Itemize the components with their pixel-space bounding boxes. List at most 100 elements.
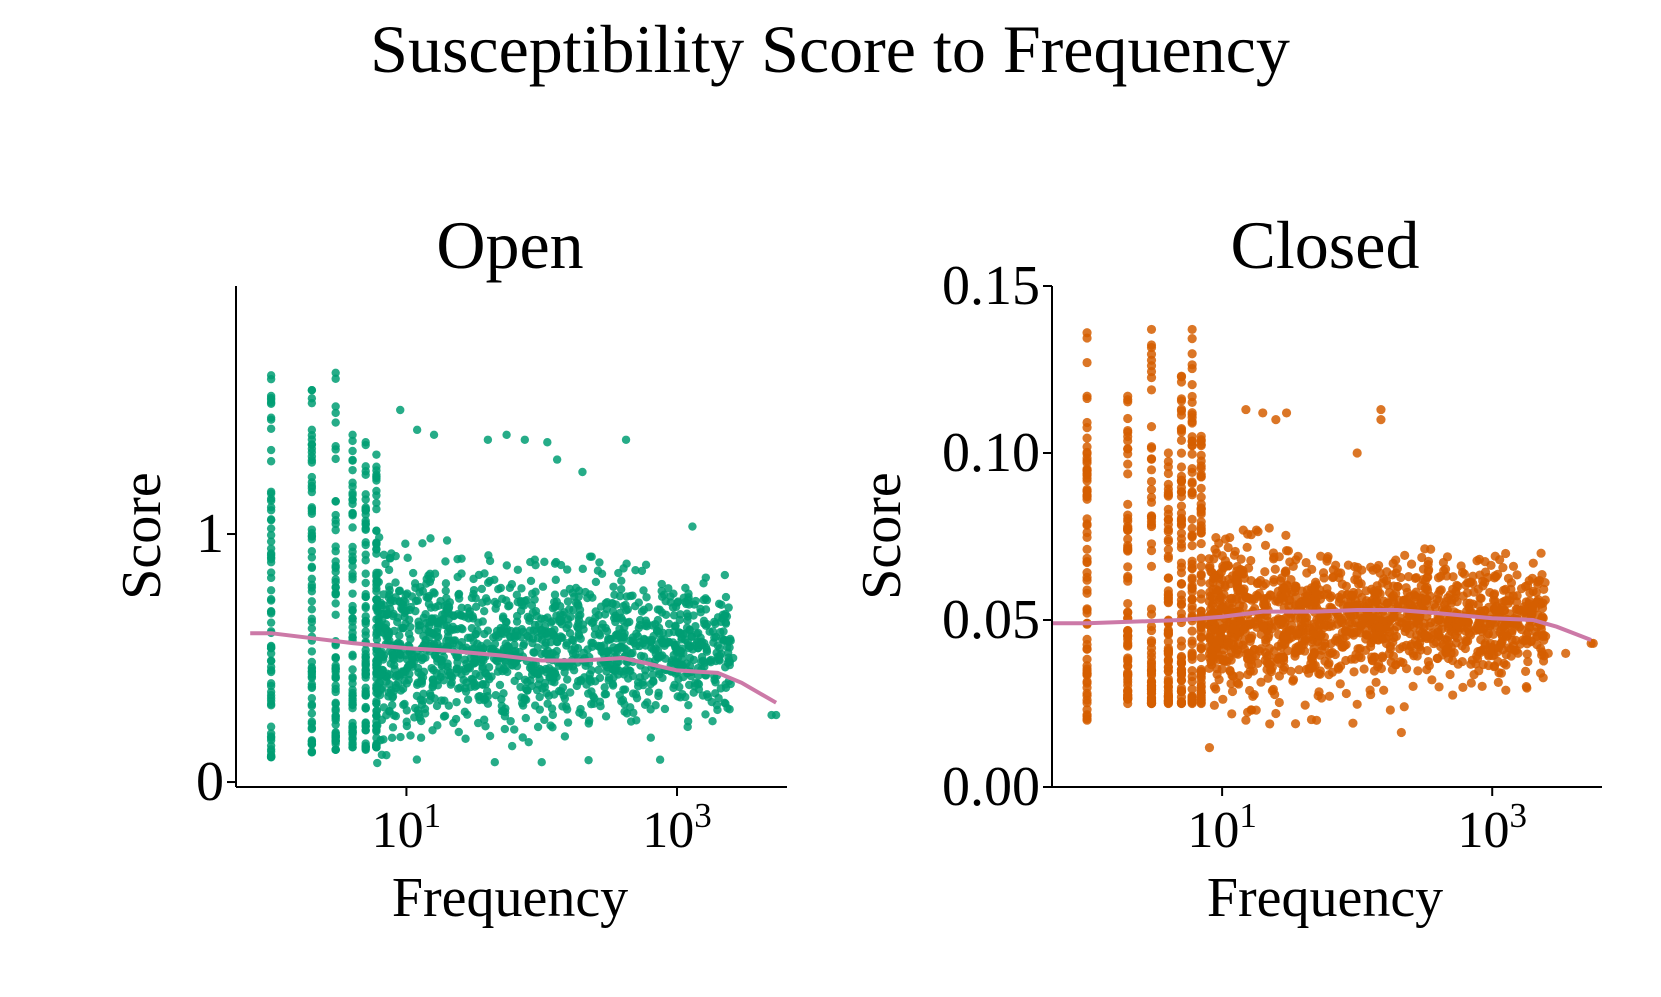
open-data-point: [361, 745, 370, 754]
closed-data-point: [1351, 649, 1361, 659]
open-data-point: [560, 589, 569, 598]
open-data-point: [382, 750, 391, 760]
open-data-point: [433, 721, 442, 730]
closed-data-point: [1367, 652, 1377, 662]
closed-data-point: [1196, 492, 1206, 502]
closed-data-point: [1385, 705, 1395, 715]
closed-data-point: [1196, 668, 1206, 678]
open-data-point: [307, 587, 317, 596]
closed-data-point: [1146, 492, 1157, 502]
open-data-point: [631, 565, 640, 575]
open-data-point: [540, 678, 550, 688]
closed-data-point: [1146, 670, 1157, 680]
open-data-point: [591, 607, 600, 616]
open-data-point: [442, 536, 452, 545]
closed-data-point: [1123, 534, 1133, 544]
open-data-point: [420, 704, 430, 714]
open-data-point: [664, 619, 674, 629]
closed-data-point: [1474, 554, 1485, 564]
closed-data-point: [1317, 641, 1327, 651]
closed-data-point: [1391, 631, 1401, 641]
open-data-point: [408, 568, 418, 578]
closed-data-point: [1196, 521, 1206, 531]
open-data-point: [562, 565, 572, 574]
open-data-point: [707, 697, 716, 707]
closed-data-point: [1409, 595, 1419, 606]
open-data-point: [348, 430, 357, 440]
open-data-point: [655, 629, 664, 638]
open-data-point: [533, 643, 542, 652]
closed-data-point: [1187, 380, 1197, 390]
closed-data-point: [1082, 664, 1092, 674]
open-data-point: [307, 723, 317, 733]
closed-data-point: [1196, 450, 1206, 460]
open-data-point: [417, 655, 426, 665]
open-data-point: [348, 601, 357, 611]
closed-data-point: [1082, 494, 1092, 504]
open-data-point: [715, 656, 724, 665]
open-data-point: [502, 430, 511, 440]
closed-data-point: [1196, 698, 1206, 709]
closed-data-point: [1196, 483, 1206, 493]
open-data-point: [465, 664, 475, 673]
closed-data-point: [1412, 630, 1422, 640]
closed-data-point: [1396, 727, 1406, 738]
closed-data-point: [1082, 449, 1092, 459]
open-data-point: [720, 570, 730, 580]
open-data-point: [266, 753, 276, 762]
closed-data-point: [1204, 554, 1214, 564]
closed-data-point: [1176, 608, 1187, 619]
open-data-point: [373, 721, 382, 730]
closed-data-point: [1260, 540, 1271, 551]
closed-data-point: [1290, 651, 1300, 661]
open-data-point: [619, 564, 628, 573]
closed-data-point: [1528, 601, 1538, 611]
open-data-point: [654, 653, 664, 663]
open-data-point: [541, 638, 550, 647]
open-data-point: [411, 606, 420, 616]
open-data-point: [266, 586, 276, 595]
closed-data-point: [1281, 546, 1292, 556]
open-data-point: [671, 602, 681, 612]
closed-data-point: [1146, 465, 1157, 475]
open-data-point: [307, 700, 317, 709]
closed-x-tick-exponent: 3: [1509, 796, 1527, 835]
closed-data-point: [1236, 554, 1246, 564]
closed-data-point: [1543, 648, 1553, 659]
closed-data-point: [1279, 620, 1289, 630]
open-data-point: [584, 755, 593, 765]
closed-data-point: [1225, 665, 1235, 675]
open-data-point: [440, 696, 449, 705]
open-data-point: [307, 647, 317, 656]
closed-data-point: [1082, 698, 1092, 708]
open-data-point: [562, 641, 571, 650]
closed-data-point: [1196, 504, 1206, 514]
open-data-point: [395, 672, 404, 681]
open-data-point: [331, 575, 340, 584]
closed-data-point: [1336, 618, 1347, 628]
closed-data-point: [1246, 555, 1256, 566]
open-data-point: [497, 594, 507, 604]
open-data-point: [551, 601, 560, 611]
closed-data-point: [1146, 454, 1157, 464]
open-data-point: [500, 724, 510, 734]
open-data-point: [724, 603, 733, 612]
closed-data-point: [1379, 685, 1389, 695]
closed-data-point: [1532, 622, 1542, 632]
open-data-point: [569, 666, 579, 675]
open-data-point: [490, 597, 500, 607]
closed-data-point: [1146, 342, 1157, 353]
closed-data-point: [1539, 635, 1549, 645]
open-data-point: [348, 561, 357, 571]
open-data-point: [676, 628, 685, 638]
open-data-point: [410, 703, 420, 713]
open-data-point: [266, 537, 276, 546]
closed-data-point: [1163, 490, 1173, 500]
open-data-point: [718, 610, 728, 620]
closed-data-point: [1413, 666, 1423, 676]
open-data-point: [698, 656, 708, 666]
open-data-point: [432, 701, 442, 711]
closed-data-point: [1374, 560, 1384, 571]
closed-data-point: [1313, 691, 1323, 701]
open-data-point: [683, 616, 692, 625]
